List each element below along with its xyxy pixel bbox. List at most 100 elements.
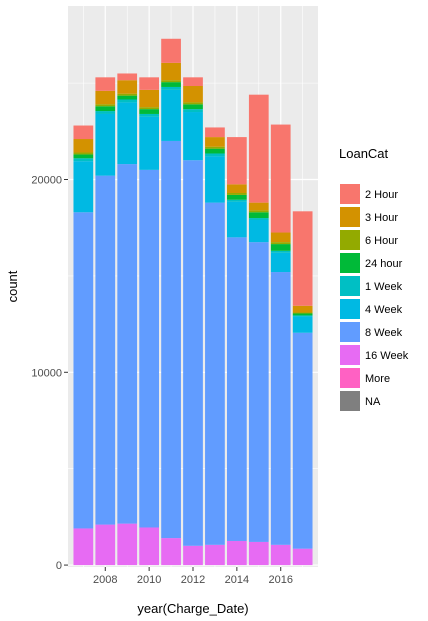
bar-segment-16-week-2016	[270, 544, 291, 566]
legend-title: LoanCat	[339, 146, 389, 161]
bar-segment-2-hour-2009	[117, 73, 138, 81]
bar-segment-4-week-2014	[226, 201, 247, 238]
x-tick-label: 2016	[268, 574, 292, 586]
bar-segment-24-hour-2016	[270, 244, 291, 251]
legend-swatch-8-week	[340, 322, 360, 342]
bar-segment-2-hour-2010	[139, 77, 160, 90]
bar-segment-4-week-2015	[248, 219, 269, 243]
bar-segment-2-hour-2013	[205, 127, 225, 138]
bar-segment-1-week-2007	[73, 158, 94, 162]
bar-segment-3-hour-2010	[139, 89, 160, 108]
bar-segment-1-week-2010	[139, 113, 160, 117]
legend-swatch-24-hour	[340, 253, 360, 273]
bar-segment-1-week-2013	[205, 153, 225, 157]
bar-segment-2-hour-2007	[73, 125, 94, 140]
bar-segment-3-hour-2015	[248, 202, 269, 211]
x-tick-label: 2012	[181, 574, 205, 586]
bar-segment-24-hour-2015	[248, 212, 269, 219]
y-axis: 0 10000 20000	[31, 175, 68, 572]
bar-segment-24-hour-2008	[95, 106, 116, 112]
bar-segment-3-hour-2012	[183, 86, 203, 103]
bar-segment-8-week-2016	[270, 272, 291, 545]
bar-segment-8-week-2013	[205, 202, 225, 545]
bar-segment-3-hour-2014	[226, 184, 247, 193]
y-tick-label: 20000	[31, 175, 62, 187]
bar-segment-16-week-2017	[292, 548, 313, 566]
bar-segment-2-hour-2014	[226, 137, 247, 185]
bar-stack-group	[73, 38, 313, 566]
y-tick-label: 10000	[31, 367, 62, 379]
bar-segment-2-hour-2015	[248, 94, 269, 203]
legend-swatch-4-week	[340, 299, 360, 319]
legend-label-16-week: 16 Week	[365, 350, 409, 362]
bar-segment-6-hour-2010	[139, 107, 160, 110]
legend-label-3-hour: 3 Hour	[365, 212, 398, 224]
legend-swatch-6-hour	[340, 230, 360, 250]
bar-segment-8-week-2017	[292, 332, 313, 549]
bar-segment-24-hour-2010	[139, 109, 160, 114]
bar-segment-4-week-2007	[73, 161, 94, 213]
legend: LoanCat 2 Hour 3 Hour 6 Hour 24 hour 1 Week 4…	[339, 146, 409, 411]
bar-segment-3-hour-2007	[73, 139, 94, 153]
bar-segment-3-hour-2017	[292, 305, 313, 313]
bar-segment-2-hour-2016	[270, 124, 291, 233]
legend-swatch-na	[340, 391, 360, 411]
bar-segment-3-hour-2009	[117, 80, 138, 94]
bar-segment-2-hour-2011	[161, 38, 181, 63]
bar-segment-8-week-2012	[183, 160, 203, 546]
bar-segment-16-week-2012	[183, 545, 203, 566]
bar-segment-8-week-2009	[117, 164, 138, 524]
bar-segment-24-hour-2014	[226, 194, 247, 200]
bar-segment-4-week-2012	[183, 112, 203, 161]
bar-segment-1-week-2014	[226, 199, 247, 202]
bar-segment-1-week-2015	[248, 218, 269, 220]
bar-segment-4-week-2017	[292, 316, 313, 333]
bar-segment-2-hour-2008	[95, 77, 116, 91]
x-axis-title: year(Charge_Date)	[137, 601, 248, 616]
bar-segment-16-week-2009	[117, 523, 138, 566]
bar-segment-4-week-2009	[117, 102, 138, 165]
y-tick-label: 0	[56, 560, 62, 572]
bar-segment-6-hour-2015	[248, 210, 269, 213]
bar-segment-8-week-2014	[226, 237, 247, 541]
bar-segment-24-hour-2011	[161, 82, 181, 87]
y-axis-title: count	[5, 270, 20, 302]
bar-segment-24-hour-2009	[117, 95, 138, 100]
bar-segment-6-hour-2014	[226, 193, 247, 195]
bar-segment-24-hour-2012	[183, 104, 203, 110]
bar-segment-8-week-2015	[248, 242, 269, 542]
legend-swatch-1-week	[340, 276, 360, 296]
bar-segment-3-hour-2013	[205, 137, 225, 147]
bar-segment-16-week-2007	[73, 528, 94, 566]
bar-segment-6-hour-2013	[205, 146, 225, 149]
x-tick-label: 2008	[93, 574, 117, 586]
legend-label-1-week: 1 Week	[365, 281, 403, 293]
bar-segment-4-week-2013	[205, 156, 225, 203]
bar-segment-16-week-2013	[205, 544, 225, 566]
legend-swatch-2-hour	[340, 184, 360, 204]
bar-segment-24-hour-2013	[205, 148, 225, 154]
bar-segment-1-week-2008	[95, 111, 116, 114]
bar-segment-8-week-2011	[161, 140, 181, 539]
bar-segment-16-week-2015	[248, 541, 269, 566]
bar-segment-1-week-2012	[183, 109, 203, 113]
bar-segment-6-hour-2011	[161, 80, 181, 83]
bar-segment-6-hour-2009	[117, 93, 138, 96]
bar-segment-3-hour-2008	[95, 90, 116, 105]
bar-segment-6-hour-2007	[73, 152, 94, 155]
x-tick-label: 2014	[225, 574, 249, 586]
bar-segment-1-week-2009	[117, 99, 138, 103]
bar-segment-6-hour-2008	[95, 104, 116, 107]
bar-segment-6-hour-2016	[270, 242, 291, 245]
bar-segment-8-week-2007	[73, 212, 94, 529]
bar-segment-1-week-2016	[270, 250, 291, 253]
bar-segment-16-week-2008	[95, 524, 116, 566]
legend-label-4-week: 4 Week	[365, 304, 403, 316]
bar-segment-4-week-2008	[95, 113, 116, 176]
x-tick-label: 2010	[137, 574, 161, 586]
bar-segment-4-week-2010	[139, 116, 160, 170]
legend-swatch-more	[340, 368, 360, 388]
bar-segment-16-week-2010	[139, 527, 160, 566]
bar-segment-16-week-2011	[161, 538, 181, 566]
